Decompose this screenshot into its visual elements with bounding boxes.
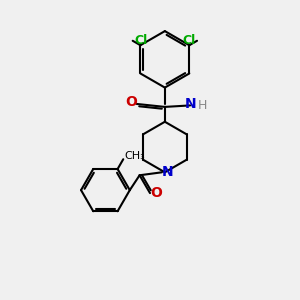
Text: O: O [125,95,137,110]
Text: N: N [184,97,196,111]
Text: O: O [150,186,162,200]
Text: N: N [161,165,173,179]
Text: H: H [198,99,207,112]
Text: CH₃: CH₃ [125,151,146,161]
Text: Cl: Cl [182,34,196,47]
Text: Cl: Cl [134,34,147,47]
